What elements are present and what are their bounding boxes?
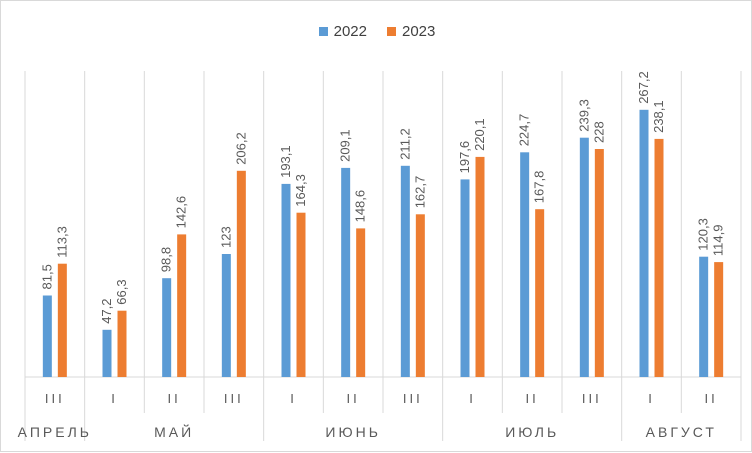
category-label: I: [469, 391, 476, 406]
category-label: III: [224, 391, 244, 406]
group-label: ИЮЛЬ: [505, 424, 559, 440]
legend-item-2023: 2023: [387, 23, 435, 40]
data-label-2023: 228: [591, 121, 606, 143]
bar-2022: [221, 254, 231, 377]
data-label-2023: 238,1: [651, 100, 666, 133]
bar-2022: [162, 278, 172, 377]
bar-2023: [475, 156, 485, 377]
bar-2023: [654, 138, 664, 377]
legend-label-2022: 2022: [333, 23, 367, 40]
legend-swatch-2023: [387, 27, 396, 36]
bar-2022: [520, 152, 530, 377]
data-label-2022: 120,3: [696, 218, 711, 251]
data-label-2023: 148,6: [353, 190, 368, 223]
data-label-2022: 224,7: [517, 114, 532, 147]
bar-2023: [296, 212, 306, 377]
category-label: I: [648, 391, 655, 406]
category-label: II: [347, 391, 360, 406]
data-label-2022: 197,6: [457, 141, 472, 174]
bar-2023: [356, 228, 366, 377]
bar-2023: [57, 263, 67, 377]
group-label: ИЮНЬ: [325, 424, 381, 440]
bar-2023: [236, 170, 246, 377]
bar-2022: [460, 179, 470, 377]
category-label: III: [403, 391, 423, 406]
legend-label-2023: 2023: [402, 23, 436, 40]
category-label: II: [168, 391, 181, 406]
data-label-2023: 206,2: [233, 132, 248, 165]
bar-2022: [341, 167, 351, 377]
data-label-2022: 81,5: [39, 264, 54, 289]
data-label-2023: 66,3: [114, 279, 129, 304]
bar-2022: [281, 183, 291, 377]
data-label-2022: 123: [218, 226, 233, 248]
category-label: III: [45, 391, 65, 406]
legend-swatch-2022: [318, 27, 328, 36]
category-label: I: [290, 391, 297, 406]
data-label-2022: 193,1: [278, 145, 293, 178]
bar-2022: [42, 295, 52, 377]
data-label-2022: 239,3: [576, 99, 591, 132]
bar-2023: [177, 234, 187, 377]
bar-2023: [594, 149, 604, 377]
legend: 2022 2023: [1, 23, 752, 40]
data-label-2022: 98,8: [159, 247, 174, 272]
bar-2023: [535, 209, 545, 377]
group-label: АВГУСТ: [646, 424, 717, 440]
data-label-2022: 47,2: [99, 298, 114, 323]
data-label-2023: 164,3: [293, 174, 308, 207]
data-label-2022: 211,2: [397, 128, 412, 160]
bar-2022: [579, 137, 589, 377]
bar-2022: [639, 109, 649, 378]
legend-item-2022: 2022: [318, 23, 367, 40]
data-label-2023: 167,8: [532, 171, 547, 204]
data-label-2023: 220,1: [472, 118, 487, 151]
data-label-2022: 267,2: [636, 71, 651, 104]
group-label: АПРЕЛЬ: [18, 424, 92, 440]
data-label-2023: 142,6: [174, 196, 189, 229]
bar-2022: [400, 165, 410, 377]
data-label-2023: 114,9: [711, 225, 726, 257]
bar-2023: [117, 310, 127, 377]
data-label-2023: 113,3: [54, 226, 69, 258]
category-label: III: [582, 391, 602, 406]
bar-2022: [102, 329, 112, 377]
bar-2022: [699, 256, 709, 377]
bar-2023: [415, 214, 425, 377]
category-label: I: [111, 391, 118, 406]
data-label-2023: 162,7: [412, 176, 427, 209]
bar-2023: [714, 262, 724, 377]
group-label: МАЙ: [154, 423, 194, 440]
data-label-2022: 209,1: [338, 129, 353, 162]
category-label: II: [526, 391, 539, 406]
category-label: II: [705, 391, 718, 406]
